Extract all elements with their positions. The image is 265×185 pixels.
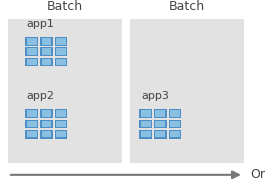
Text: Batch: Batch (169, 0, 205, 13)
Text: app2: app2 (26, 91, 55, 101)
Bar (55, 120, 67, 128)
Bar (139, 109, 152, 118)
Bar (27, 59, 37, 65)
Bar (25, 47, 38, 56)
Bar (56, 110, 66, 117)
Bar (42, 110, 51, 117)
Bar (55, 109, 67, 118)
Bar (42, 48, 51, 55)
Text: Ora: Ora (250, 168, 265, 181)
Bar (40, 47, 53, 56)
Bar (170, 110, 180, 117)
Bar (40, 109, 53, 118)
Bar (170, 121, 180, 127)
Bar (25, 109, 38, 118)
Bar (130, 18, 244, 163)
Bar (25, 37, 38, 46)
Bar (42, 121, 51, 127)
Bar (56, 48, 66, 55)
Bar (56, 121, 66, 127)
Bar (139, 130, 152, 139)
Bar (156, 131, 165, 137)
Bar (40, 58, 53, 66)
Text: app1: app1 (26, 19, 54, 29)
Bar (141, 110, 151, 117)
Bar (154, 120, 167, 128)
Bar (8, 18, 122, 163)
Bar (27, 121, 37, 127)
Bar (154, 109, 167, 118)
Bar (169, 109, 181, 118)
Bar (40, 130, 53, 139)
Bar (170, 131, 180, 137)
Bar (25, 58, 38, 66)
Bar (27, 48, 37, 55)
Bar (169, 130, 181, 139)
Bar (141, 131, 151, 137)
Text: app3: app3 (142, 91, 170, 101)
Bar (40, 120, 53, 128)
Bar (42, 38, 51, 45)
Bar (25, 130, 38, 139)
Bar (141, 121, 151, 127)
Bar (42, 59, 51, 65)
Bar (169, 120, 181, 128)
Bar (139, 120, 152, 128)
Bar (156, 110, 165, 117)
Bar (55, 37, 67, 46)
Bar (55, 130, 67, 139)
Bar (56, 38, 66, 45)
Bar (55, 58, 67, 66)
Bar (154, 130, 167, 139)
Bar (27, 131, 37, 137)
Bar (27, 38, 37, 45)
Bar (42, 131, 51, 137)
Text: Batch: Batch (47, 0, 83, 13)
Bar (40, 37, 53, 46)
Bar (55, 47, 67, 56)
Bar (156, 121, 165, 127)
Bar (56, 131, 66, 137)
Bar (56, 59, 66, 65)
Bar (27, 110, 37, 117)
Bar (25, 120, 38, 128)
